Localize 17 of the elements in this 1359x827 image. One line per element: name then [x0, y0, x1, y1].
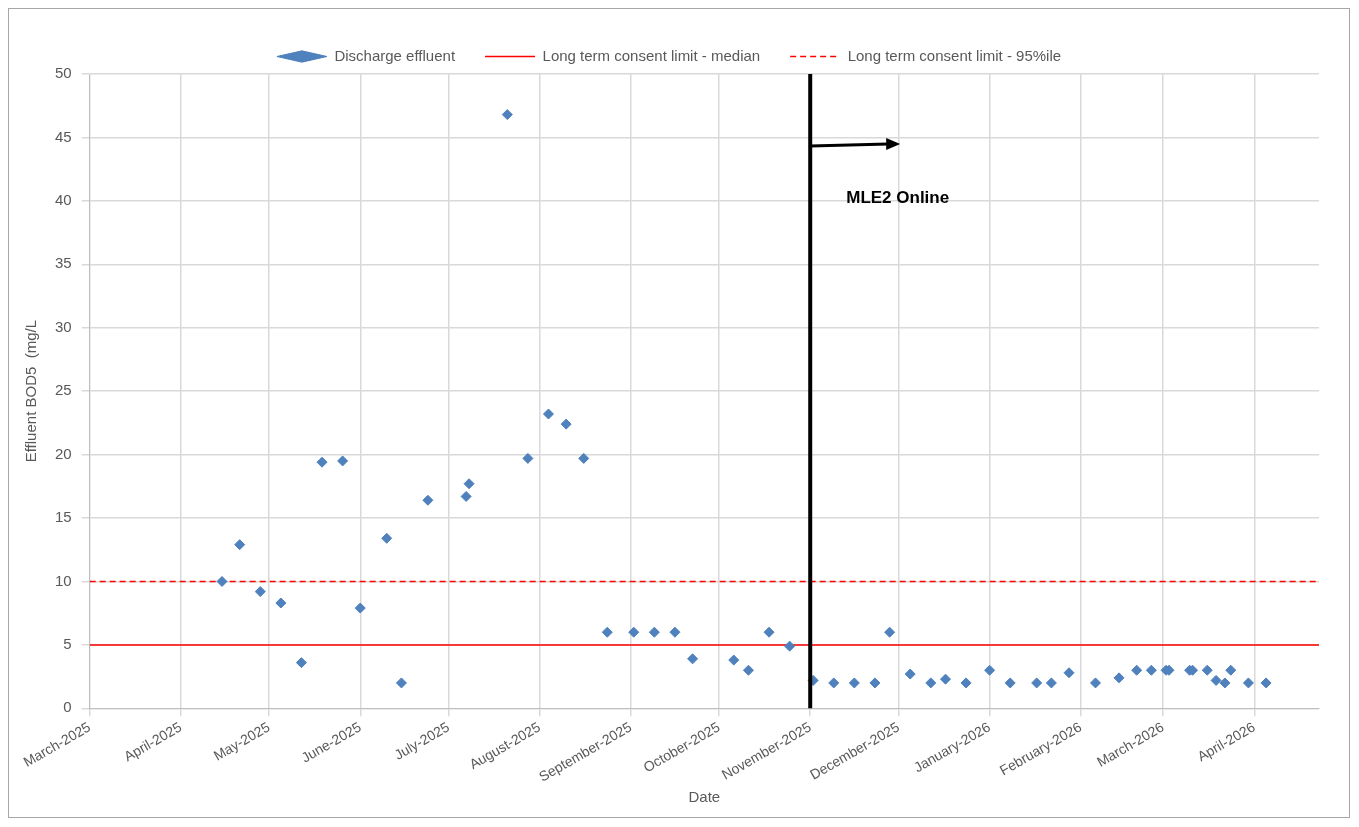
- y-tick-label: 35: [55, 254, 72, 272]
- y-tick-label: 10: [55, 571, 72, 589]
- legend-label: Long term consent limit - 95%ile: [847, 46, 1062, 64]
- y-tick-label: 50: [55, 64, 72, 82]
- legend-label: Discharge effluent: [334, 46, 456, 64]
- y-axis-title: Effluent BOD5 (mg/L: [22, 320, 40, 463]
- y-tick-label: 40: [55, 191, 72, 208]
- y-tick-label: 25: [55, 381, 72, 399]
- x-axis-title: Date: [688, 788, 721, 806]
- y-tick-label: 30: [55, 317, 72, 335]
- ref-line-label: MLE2 Online: [846, 187, 950, 207]
- y-tick-label: 0: [63, 698, 72, 716]
- y-tick-label: 15: [55, 508, 72, 526]
- y-tick-label: 45: [55, 127, 72, 145]
- legend-label: Long term consent limit - median: [542, 46, 761, 64]
- y-tick-label: 20: [55, 444, 72, 462]
- y-tick-label: 5: [63, 635, 72, 653]
